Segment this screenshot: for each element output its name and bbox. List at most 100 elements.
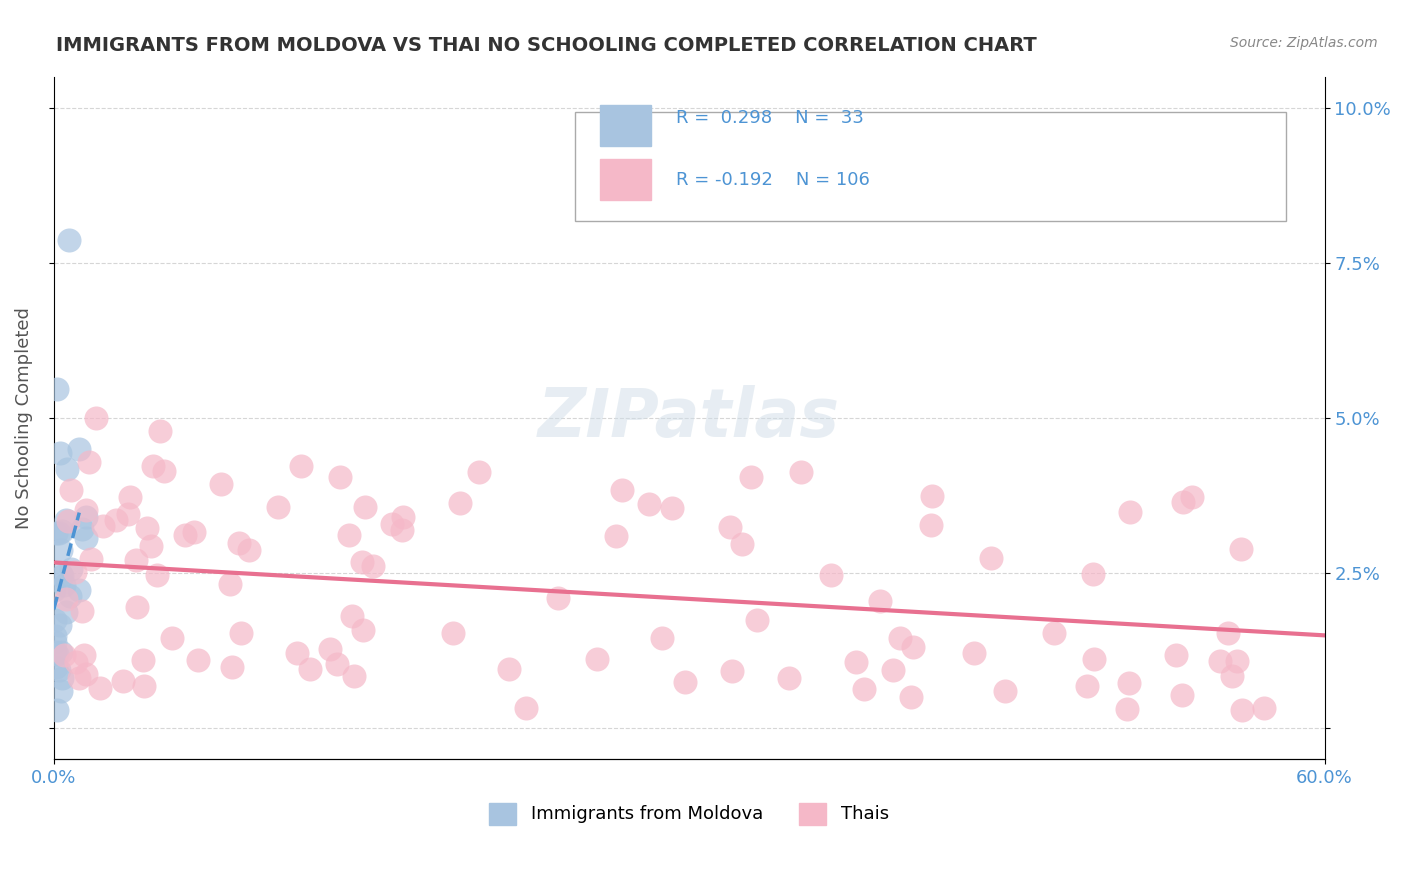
Point (789, 465, 811, 479)
Point (353, 624, 375, 638)
Point (173, 528, 195, 542)
Point (125, 552, 148, 566)
Point (1076, 679, 1098, 693)
Point (329, 470, 352, 484)
Point (77, 455, 100, 469)
Point (921, 489, 943, 503)
Point (58, 233, 80, 247)
Point (51, 645, 73, 659)
Point (889, 631, 911, 645)
Point (285, 646, 308, 660)
Point (1115, 702, 1137, 716)
Text: Source: ZipAtlas.com: Source: ZipAtlas.com (1230, 36, 1378, 50)
Point (731, 537, 754, 551)
Point (651, 631, 673, 645)
Point (1118, 505, 1140, 519)
Point (183, 524, 205, 539)
Point (153, 464, 176, 478)
Point (319, 641, 342, 656)
Point (585, 652, 607, 666)
Point (721, 665, 744, 679)
Point (48, 663, 70, 677)
Point (51, 569, 73, 583)
Point (298, 662, 321, 676)
Point (142, 458, 165, 473)
Point (515, 701, 537, 715)
Point (67, 582, 90, 597)
Point (1043, 626, 1066, 640)
Point (49, 567, 72, 582)
Point (343, 669, 366, 683)
Point (52, 578, 75, 592)
Point (229, 626, 252, 640)
Point (136, 521, 159, 535)
Point (75, 666, 97, 681)
Point (994, 684, 1017, 698)
Point (1232, 703, 1254, 717)
Point (67, 442, 90, 456)
Point (73, 648, 96, 663)
Point (391, 509, 413, 524)
Point (449, 496, 471, 510)
Point (120, 490, 142, 504)
Point (869, 594, 891, 608)
Point (381, 516, 404, 531)
Point (80, 552, 103, 566)
Point (661, 500, 683, 515)
Point (921, 517, 943, 532)
Point (1171, 495, 1194, 509)
Point (326, 657, 349, 672)
Point (718, 519, 741, 533)
Point (70, 604, 93, 618)
Point (352, 556, 374, 570)
Point (55, 513, 77, 527)
Point (56, 462, 79, 476)
Point (337, 528, 360, 542)
Point (132, 680, 155, 694)
Point (70, 522, 93, 536)
Point (238, 543, 260, 558)
Point (44, 635, 66, 649)
Point (820, 567, 842, 582)
Point (852, 682, 875, 697)
Point (75, 503, 97, 517)
Point (132, 652, 155, 666)
Point (44, 629, 66, 643)
Point (1171, 688, 1194, 702)
Point (49, 618, 72, 632)
Point (65, 655, 87, 669)
Point (747, 613, 769, 627)
Point (46, 647, 69, 661)
Point (221, 660, 243, 674)
Point (45, 525, 67, 540)
Point (882, 663, 904, 677)
Point (779, 671, 801, 685)
Point (211, 476, 233, 491)
FancyBboxPatch shape (575, 112, 1286, 220)
Point (44, 645, 66, 659)
Point (962, 646, 984, 660)
Point (605, 529, 627, 543)
Point (141, 539, 163, 553)
Point (547, 591, 569, 605)
Point (63, 565, 86, 579)
Bar (600, 104, 651, 145)
Point (49, 446, 72, 460)
Point (48, 525, 70, 540)
Y-axis label: No Schooling Completed: No Schooling Completed (15, 307, 32, 529)
Point (845, 655, 868, 669)
Point (42, 582, 65, 597)
Point (84, 411, 107, 425)
Point (980, 550, 1002, 565)
Point (60, 562, 83, 576)
Point (612, 483, 634, 497)
Point (111, 674, 134, 689)
Point (55, 606, 77, 620)
Point (89, 681, 111, 695)
Point (361, 559, 384, 574)
Point (51, 524, 73, 539)
Point (49, 684, 72, 698)
Bar (600, 160, 651, 200)
Point (46, 383, 69, 397)
Point (1230, 542, 1253, 557)
